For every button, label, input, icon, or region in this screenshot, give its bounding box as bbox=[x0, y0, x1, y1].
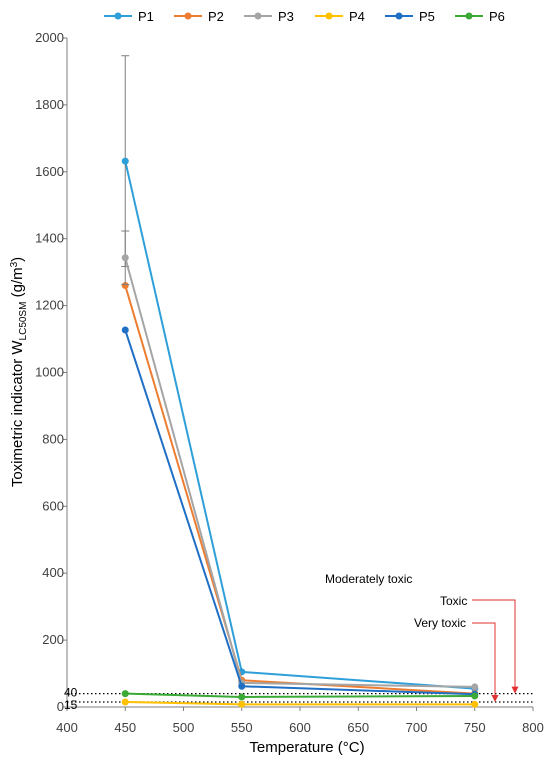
data-point bbox=[121, 690, 129, 698]
y-tick-label: 2000 bbox=[35, 30, 64, 45]
x-tick-label: 650 bbox=[347, 720, 369, 735]
x-tick-label: 450 bbox=[114, 720, 136, 735]
data-point bbox=[471, 700, 479, 708]
y-axis-title-sup: 3 bbox=[9, 261, 20, 267]
legend-swatch-marker bbox=[254, 12, 262, 20]
y-axis-title-unit: (g/m bbox=[9, 267, 26, 301]
x-tick-label: 550 bbox=[231, 720, 253, 735]
legend-swatch-marker bbox=[395, 12, 403, 20]
data-point bbox=[121, 282, 129, 290]
legend-entry-p3: P3 bbox=[244, 9, 294, 24]
legend-swatch-marker bbox=[465, 12, 473, 20]
y-tick-label: 1200 bbox=[35, 298, 64, 313]
data-point bbox=[121, 326, 129, 334]
legend-label: P1 bbox=[138, 9, 154, 24]
series-line bbox=[124, 329, 475, 696]
legend-entry-p2: P2 bbox=[174, 9, 224, 24]
data-point bbox=[121, 157, 129, 165]
y-axis-title-sub: LC50SM bbox=[18, 302, 29, 341]
annotation-very-toxic: Very toxic bbox=[414, 616, 466, 630]
y-tick-label: 800 bbox=[42, 431, 64, 446]
legend-entry-p6: P6 bbox=[455, 9, 505, 24]
legend: P1 P2 P3 P4 P5 P6 bbox=[104, 9, 505, 24]
legend-swatch-marker bbox=[325, 12, 333, 20]
annotation-toxic-arrowhead bbox=[511, 686, 519, 694]
threshold-label: 15 bbox=[64, 698, 78, 712]
legend-entry-p1: P1 bbox=[104, 9, 154, 24]
legend-swatch-marker bbox=[114, 12, 122, 20]
y-tick-label: 600 bbox=[42, 498, 64, 513]
y-tick-label: 1000 bbox=[35, 365, 64, 380]
y-tick-label: 400 bbox=[42, 565, 64, 580]
y-tick-label: 1400 bbox=[35, 231, 64, 246]
y-axis-title: Toximetric indicator WLC50SM (g/m3) bbox=[9, 257, 29, 487]
series-group bbox=[121, 55, 479, 708]
annotation-toxic-leader bbox=[472, 599, 516, 688]
data-point bbox=[121, 254, 129, 262]
series-p1 bbox=[121, 55, 479, 693]
legend-swatch-marker bbox=[184, 12, 192, 20]
legend-entry-p5: P5 bbox=[385, 9, 435, 24]
data-point bbox=[121, 698, 129, 706]
x-tick-label: 700 bbox=[406, 720, 428, 735]
x-tick-label: 500 bbox=[173, 720, 195, 735]
data-point bbox=[238, 682, 246, 690]
toxicity-annotations: Moderately toxic Toxic Very toxic bbox=[325, 572, 519, 702]
annotation-moderately-toxic: Moderately toxic bbox=[325, 572, 412, 586]
data-point bbox=[238, 700, 246, 708]
series-line bbox=[124, 160, 475, 690]
y-tick-label: 1600 bbox=[35, 164, 64, 179]
annotation-toxic: Toxic bbox=[440, 594, 467, 608]
data-point bbox=[471, 692, 479, 700]
threshold-label: 40 bbox=[64, 686, 78, 700]
y-axis-title-main: Toximetric indicator W bbox=[9, 340, 26, 488]
x-tick-label: 600 bbox=[289, 720, 311, 735]
x-tick-label: 800 bbox=[522, 720, 544, 735]
y-tick-label: 1800 bbox=[35, 97, 64, 112]
y-tick-label: 0 bbox=[57, 699, 64, 714]
legend-label: P6 bbox=[489, 9, 505, 24]
data-point bbox=[471, 683, 479, 691]
data-point bbox=[238, 693, 246, 701]
x-tick-label: 400 bbox=[56, 720, 78, 735]
y-tick-label: 200 bbox=[42, 632, 64, 647]
legend-label: P3 bbox=[278, 9, 294, 24]
series-p4 bbox=[121, 698, 479, 708]
legend-label: P4 bbox=[349, 9, 365, 24]
x-axis-title: Temperature (°C) bbox=[249, 739, 364, 756]
annotation-very-toxic-leader bbox=[472, 622, 496, 696]
series-p6 bbox=[121, 690, 479, 701]
legend-label: P2 bbox=[208, 9, 224, 24]
legend-label: P5 bbox=[419, 9, 435, 24]
series-p2 bbox=[121, 282, 479, 698]
annotation-very-toxic-arrowhead bbox=[491, 694, 499, 702]
legend-entry-p4: P4 bbox=[315, 9, 365, 24]
axes: 0 200 400 600 800 1000 1200 1400 1600 1800 2000 400… bbox=[35, 30, 544, 735]
x-tick-label: 750 bbox=[464, 720, 486, 735]
y-axis-title-end: ) bbox=[9, 257, 26, 262]
